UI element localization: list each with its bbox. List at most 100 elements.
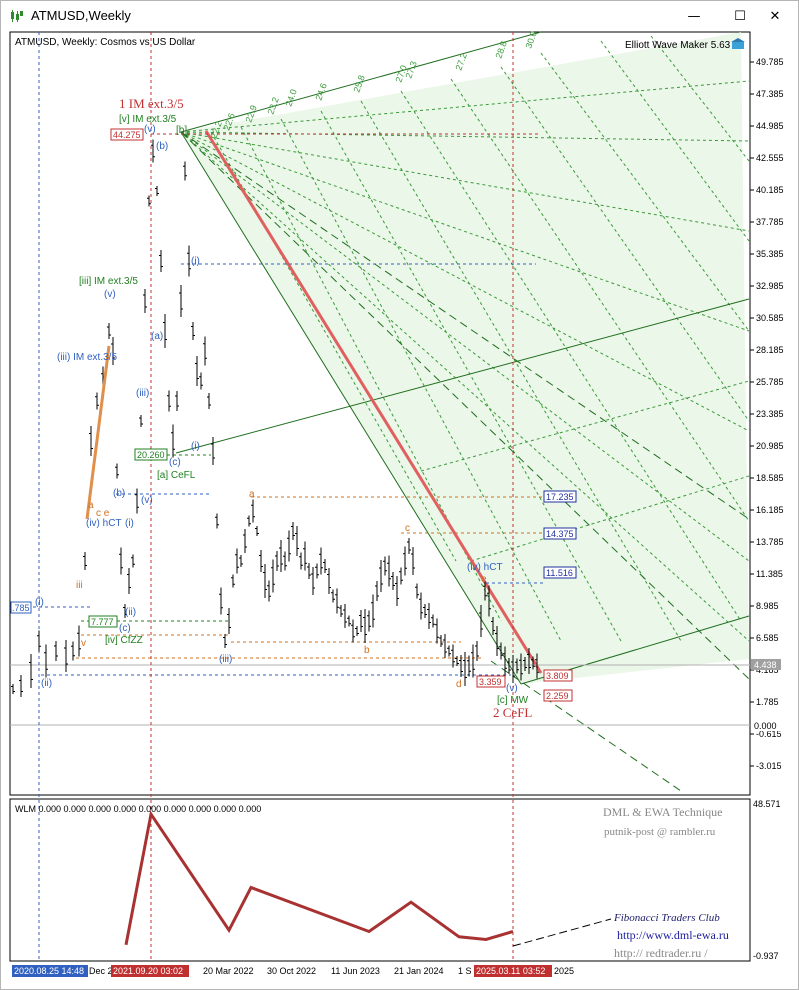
wave-label-i-3: (i) [125,518,134,529]
zero-price-box [751,720,781,731]
price-tick-label: 11.385 [756,569,783,579]
wave-label-d-lower: d [456,679,462,690]
wave-label-v-lower: v [81,638,86,649]
wave-label-iii: [iii] IM ext.3/5 [79,276,138,287]
indicator-top-value: 48.571 [753,799,781,809]
chart-info: ATMUSD, Weekly: Cosmos vs US Dollar [15,37,196,48]
wave-label-c-mw: [c] MW [497,695,529,706]
time-marker-box-1 [12,965,88,977]
channel-dashed-lines [180,131,750,792]
level-box-top: 44.275 [113,130,141,140]
ewm-cap-icon [731,38,745,49]
wave-label-iv-hct-left: (iv) hCT [86,518,122,529]
wave-label-iii-3: (iii) [219,654,232,665]
wave-label-a-lower-2: a [249,489,255,500]
price-tick-label: 35.385 [756,249,784,259]
time-label-6: 1 S [458,966,472,976]
minimize-button[interactable]: — [671,1,717,31]
url-redtrader[interactable]: http:// redtrader.ru / [614,946,708,960]
time-label-4: 11 Jun 2023 [331,966,380,976]
wave-label-v: (v) [144,124,156,135]
wave-label-i-4: (i) [35,597,44,608]
level-box-mid: 20.260 [137,450,165,460]
time-label-2: 20 Mar 2022 [203,966,254,976]
level-box-last1: 3.809 [546,671,569,681]
level-box-fib1: 17.235 [546,492,574,502]
time-marker-box-2 [111,965,189,977]
candlestick-app-icon [11,10,23,22]
price-tick-label: 8.985 [756,601,779,611]
maximize-button[interactable]: ☐ [717,1,763,31]
price-tick-label: 23.385 [756,409,784,419]
wave-label-ii: (ii) [125,607,136,618]
price-tick-label: 28.185 [756,345,784,355]
minimize-icon: — [687,8,701,24]
wave-label-v-2: (v) [104,289,116,300]
indicator-frame [9,798,751,962]
time-marker-1: 2020.08.25 14:48 [14,966,84,976]
level-box-fib3: 11.516 [546,568,573,578]
wave-label-b: (b) [156,141,168,152]
time-marker-lines [38,32,514,961]
wave-label-1: 1 IM ext.3/5 [119,96,184,111]
time-label-5: 21 Jan 2024 [394,966,444,976]
wave-label-v-3: (v) [141,495,153,506]
level-boxes: 44.275 20.260 7.777 .785 17.235 14.375 1… [10,128,577,702]
price-tick-label: 40.185 [756,185,784,195]
wave-label-a-lower: a [88,500,94,511]
level-box-last2: 2.259 [546,691,569,701]
indicator-name: Elliott Wave Maker 5.63 [625,40,731,51]
wave-label-iv-cfzz: [iv] CfZZ [105,635,143,646]
level-box-left-edge: .785 [12,603,30,613]
wave-label-c-2: (c) [119,623,131,634]
wave-label-i-2: (i) [191,441,200,452]
wave-label-c-lower: c [405,523,410,534]
price-tick-label: -0.615 [756,729,782,739]
time-marker-box-3 [474,965,552,977]
chart-canvas[interactable]: 22.222.6 22.9 23.2 24.0 24.6 25.827.027.3 27.2… [1,31,798,989]
level-box-fib2: 14.375 [546,529,574,539]
club-name: Fibonacci Traders Club [613,912,720,924]
fib-fan-area [181,32,749,684]
time-marker-2: 2021.09.20 03:02 [113,966,183,976]
price-tick-label: 32.985 [756,281,784,291]
wave-label-iii-2: (iii) [136,388,149,399]
price-tick-label: 18.585 [756,473,784,483]
wave-label-v-4: (v) [506,683,518,694]
wave-label-b-lower: b [364,645,370,656]
current-price-box [751,659,781,670]
wave-label-1-sub: [v] IM ext.3/5 [119,114,177,125]
close-button[interactable]: ✕ [752,1,798,31]
price-tick-label: 6.585 [756,633,779,643]
wave-label-c: (c) [169,457,181,468]
credit-email: putnik-post @ rambler.ru [604,826,716,838]
price-tick-label: 49.785 [756,57,784,67]
indicator-bottom-value: -0.937 [753,951,779,961]
wave-label-a: (a) [151,331,163,342]
wave-label-iv-hct: (iv) hCT [467,562,503,573]
price-tick-label: 37.785 [756,217,784,227]
price-tick-label: 25.785 [756,377,784,387]
wave-label-iii-lower: iii [76,580,83,591]
credit-technique: DML & EWA Technique [603,805,722,819]
price-tick-label: 20.985 [756,441,784,451]
level-lines [10,133,750,726]
current-price: 4.438 [754,660,777,670]
wave-label-2-cefl: 2 CeFL [493,705,532,720]
price-bars [11,139,539,697]
wlm-line [124,810,514,946]
url-dml-ewa[interactable]: http://www.dml-ewa.ru [617,928,729,942]
level-box-low: 3.359 [479,677,502,687]
price-tick-label: 30.585 [756,313,784,323]
indicator-label: WLM 0.000 0.000 0.000 0.000 0.000 0.000 … [15,804,261,814]
price-tick-label: -3.015 [756,761,782,771]
wave-label-i: (i) [191,256,200,267]
time-axis: Dec 2 20 Mar 2022 30 Oct 2022 11 Jun 202… [89,966,574,976]
wave-label-ii-2: (ii) [41,678,52,689]
zero-price: 0.000 [754,721,777,731]
wave-labels: 1 IM ext.3/5 [v] IM ext.3/5 (v) [b] (b) … [35,96,532,720]
fib-fan-grid [180,35,750,642]
price-tick-label: 13.785 [756,537,784,547]
wlm-projection [512,918,612,947]
